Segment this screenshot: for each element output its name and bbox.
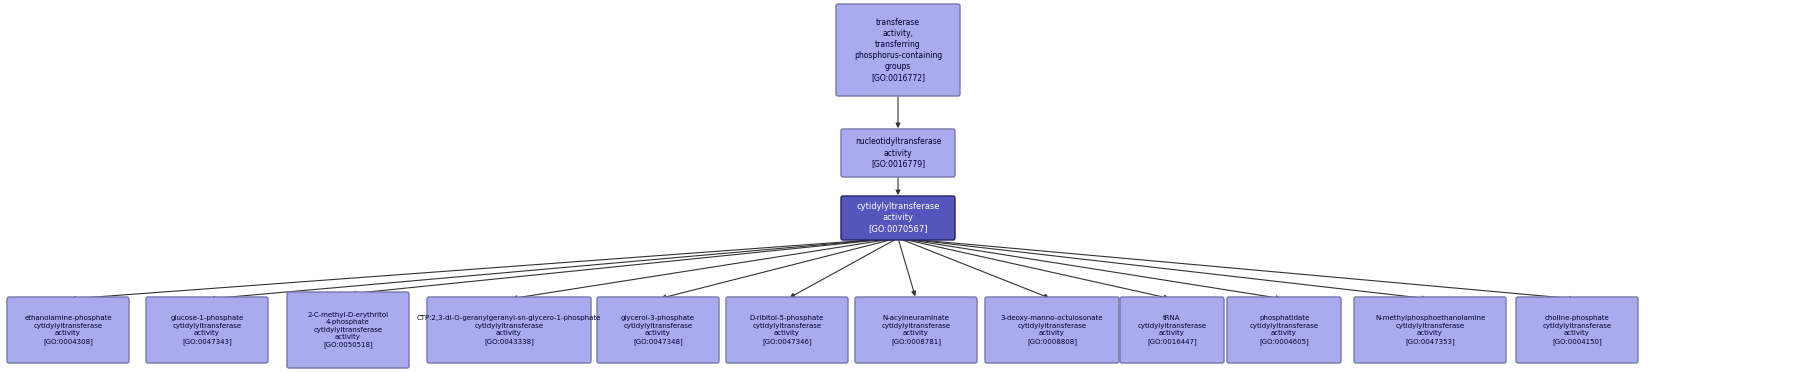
Text: glycerol-3-phosphate
cytidylyltransferase
activity
[GO:0047348]: glycerol-3-phosphate cytidylyltransferas… (621, 315, 695, 344)
FancyBboxPatch shape (855, 297, 977, 363)
Text: D-ribitol-5-phosphate
cytidylyltransferase
activity
[GO:0047346]: D-ribitol-5-phosphate cytidylyltransfera… (751, 315, 824, 344)
Text: transferase
activity,
transferring
phosphorus-containing
groups
[GO:0016772]: transferase activity, transferring phosp… (853, 18, 943, 82)
FancyBboxPatch shape (7, 297, 129, 363)
FancyBboxPatch shape (145, 297, 268, 363)
Text: tRNA
cytidylyltransferase
activity
[GO:0016447]: tRNA cytidylyltransferase activity [GO:0… (1137, 315, 1207, 344)
FancyBboxPatch shape (984, 297, 1119, 363)
Text: N-methylphosphoethanolamine
cytidylyltransferase
activity
[GO:0047353]: N-methylphosphoethanolamine cytidylyltra… (1376, 315, 1485, 344)
Text: phosphatidate
cytidylyltransferase
activity
[GO:0004605]: phosphatidate cytidylyltransferase activ… (1250, 315, 1318, 344)
Text: 2-C-methyl-D-erythritol
4-phosphate
cytidylyltransferase
activity
[GO:0050518]: 2-C-methyl-D-erythritol 4-phosphate cyti… (307, 312, 388, 348)
FancyBboxPatch shape (1516, 297, 1638, 363)
Text: 3-deoxy-manno-octulosonate
cytidylyltransferase
activity
[GO:0008808]: 3-deoxy-manno-octulosonate cytidylyltran… (1000, 315, 1103, 344)
Text: glucose-1-phosphate
cytidylyltransferase
activity
[GO:0047343]: glucose-1-phosphate cytidylyltransferase… (171, 315, 244, 344)
FancyBboxPatch shape (1227, 297, 1342, 363)
Text: ethanolamine-phosphate
cytidylyltransferase
activity
[GO:0004308]: ethanolamine-phosphate cytidylyltransfer… (23, 315, 111, 344)
FancyBboxPatch shape (841, 129, 955, 177)
Text: CTP:2,3-di-O-geranylgeranyl-sn-glycero-1-phosphate
cytidylyltransferase
activity: CTP:2,3-di-O-geranylgeranyl-sn-glycero-1… (417, 315, 602, 344)
FancyBboxPatch shape (841, 196, 955, 240)
Text: cytidylyltransferase
activity
[GO:0070567]: cytidylyltransferase activity [GO:007056… (857, 202, 939, 234)
Text: choline-phosphate
cytidylyltransferase
activity
[GO:0004150]: choline-phosphate cytidylyltransferase a… (1543, 315, 1611, 344)
FancyBboxPatch shape (427, 297, 591, 363)
FancyBboxPatch shape (1354, 297, 1507, 363)
FancyBboxPatch shape (726, 297, 848, 363)
FancyBboxPatch shape (1121, 297, 1225, 363)
FancyBboxPatch shape (596, 297, 718, 363)
FancyBboxPatch shape (287, 292, 409, 368)
FancyBboxPatch shape (835, 4, 961, 96)
Text: N-acylneuraminate
cytidylyltransferase
activity
[GO:0008781]: N-acylneuraminate cytidylyltransferase a… (882, 315, 950, 344)
Text: nucleotidyltransferase
activity
[GO:0016779]: nucleotidyltransferase activity [GO:0016… (855, 137, 941, 169)
